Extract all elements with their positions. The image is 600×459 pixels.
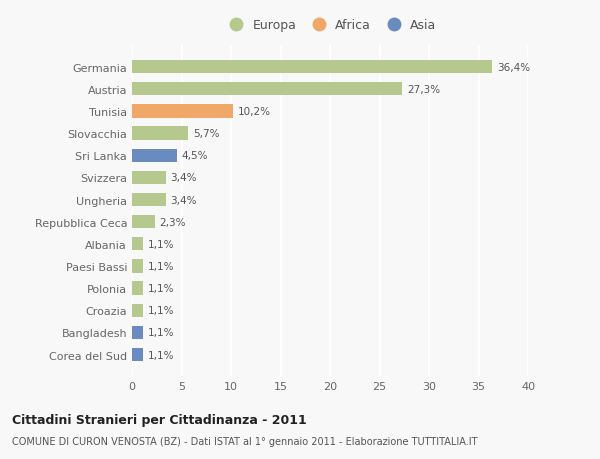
Bar: [132, 149, 176, 162]
Bar: [132, 282, 143, 295]
Text: 4,5%: 4,5%: [182, 151, 208, 161]
Text: 3,4%: 3,4%: [170, 195, 197, 205]
Bar: [132, 83, 402, 96]
Text: 1,1%: 1,1%: [148, 328, 175, 338]
Bar: [132, 171, 166, 185]
Text: 1,1%: 1,1%: [148, 239, 175, 249]
Bar: [132, 127, 188, 140]
Text: 36,4%: 36,4%: [497, 62, 530, 73]
Text: 27,3%: 27,3%: [407, 84, 440, 95]
Bar: [132, 304, 143, 317]
Bar: [132, 348, 143, 361]
Bar: [132, 238, 143, 251]
Text: 1,1%: 1,1%: [148, 350, 175, 360]
Text: 10,2%: 10,2%: [238, 107, 271, 117]
Text: 5,7%: 5,7%: [193, 129, 220, 139]
Text: 1,1%: 1,1%: [148, 306, 175, 315]
Text: COMUNE DI CURON VENOSTA (BZ) - Dati ISTAT al 1° gennaio 2011 - Elaborazione TUTT: COMUNE DI CURON VENOSTA (BZ) - Dati ISTA…: [12, 436, 478, 446]
Text: 2,3%: 2,3%: [160, 217, 186, 227]
Text: Cittadini Stranieri per Cittadinanza - 2011: Cittadini Stranieri per Cittadinanza - 2…: [12, 413, 307, 426]
Bar: [132, 326, 143, 339]
Bar: [132, 193, 166, 207]
Bar: [132, 61, 493, 74]
Bar: [132, 216, 155, 229]
Text: 1,1%: 1,1%: [148, 261, 175, 271]
Text: 1,1%: 1,1%: [148, 284, 175, 293]
Bar: [132, 260, 143, 273]
Text: 3,4%: 3,4%: [170, 173, 197, 183]
Legend: Europa, Africa, Asia: Europa, Africa, Asia: [224, 19, 436, 32]
Bar: [132, 105, 233, 118]
